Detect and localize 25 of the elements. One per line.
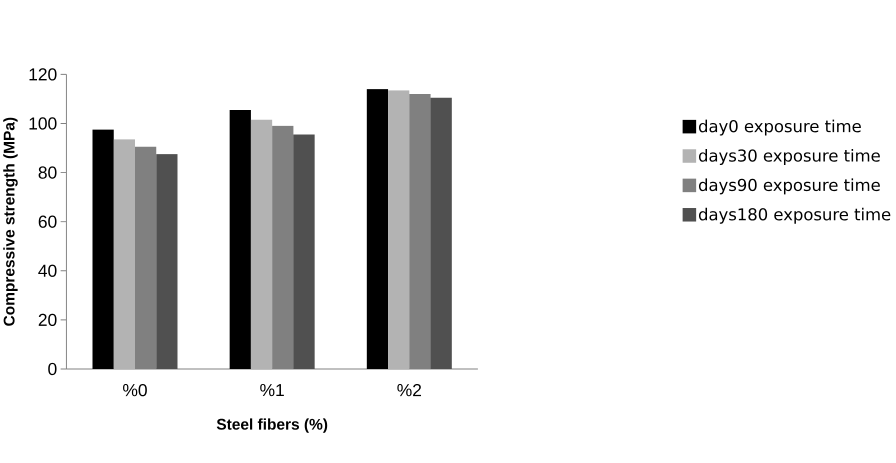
x-axis-title: Steel fibers (%) xyxy=(216,418,328,433)
y-tick-label: 120 xyxy=(30,68,57,81)
bar xyxy=(92,130,114,370)
bar xyxy=(114,140,135,370)
x-tick-label: %2 xyxy=(397,384,422,396)
bar xyxy=(230,110,251,370)
y-tick-label: 20 xyxy=(38,314,57,326)
y-tick-label: 40 xyxy=(38,264,57,278)
legend-label: days90 exposure time xyxy=(698,178,880,194)
bar xyxy=(156,154,178,370)
bar xyxy=(430,98,452,370)
bar xyxy=(366,89,388,370)
bar xyxy=(388,90,410,370)
x-tick-label: %0 xyxy=(123,384,147,396)
legend-label: days180 exposure time xyxy=(698,208,890,224)
y-tick-label: 0 xyxy=(48,362,57,376)
legend-label: days30 exposure time xyxy=(698,149,880,166)
y-tick-label: 80 xyxy=(38,166,57,179)
x-tick-label: %1 xyxy=(260,384,284,396)
bar xyxy=(250,120,272,370)
y-axis-title: Compressive strength (MPa) xyxy=(3,118,18,326)
legend-label: day0 exposure time xyxy=(698,120,861,136)
y-tick-label: 100 xyxy=(30,117,57,130)
y-tick-label: 60 xyxy=(38,216,57,228)
bar xyxy=(293,134,315,370)
